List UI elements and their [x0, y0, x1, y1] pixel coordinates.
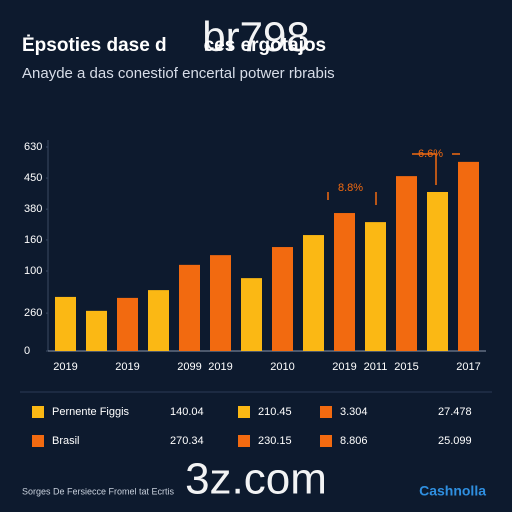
table-cell: 3.304 [340, 406, 368, 418]
bar [365, 222, 386, 351]
bar [458, 161, 479, 351]
bar [55, 296, 76, 351]
y-tick-label: 100 [24, 265, 42, 277]
table-cell: 8.806 [340, 435, 368, 447]
x-tick-label: 2017 [456, 361, 480, 373]
legend-swatch [238, 435, 250, 447]
bar [117, 297, 138, 351]
chart-title: Ėpsoties dase d ces ergotajos [22, 35, 326, 56]
x-tick-label: 2010 [270, 361, 294, 373]
x-tick-label: 2011 [364, 361, 388, 373]
annotation: 8.8% [338, 182, 363, 194]
bar [241, 278, 262, 351]
table-cell: 230.15 [258, 435, 292, 447]
watermark: 3z.com [185, 455, 327, 504]
y-tick-label: 630 [24, 141, 42, 153]
y-tick-label: 0 [24, 345, 30, 357]
bar [86, 310, 107, 351]
source: Sorges De Fersiecce Fromel tat Ecrtis [22, 486, 175, 496]
y-tick-label: 380 [24, 203, 42, 215]
chart-subtitle: Anayde a das conestiof encertal potwer r… [22, 65, 335, 82]
legend-swatch [320, 406, 332, 418]
table-cell: 140.04 [170, 406, 204, 418]
table-cell: 25.099 [438, 435, 472, 447]
table-cell: 210.45 [258, 406, 292, 418]
bar [303, 235, 324, 351]
bar [396, 176, 417, 351]
legend-label: Pernente Figgis [52, 406, 130, 418]
y-tick-label: 260 [24, 307, 42, 319]
bar [179, 264, 200, 351]
y-tick-label: 450 [24, 172, 42, 184]
bar [210, 255, 231, 351]
x-tick-label: 2019 [53, 361, 77, 373]
legend-swatch [32, 406, 44, 418]
x-tick-label: 2019 [332, 361, 356, 373]
watermark: br798 [202, 13, 309, 60]
x-tick-label: 2099 [177, 361, 201, 373]
bar [334, 213, 355, 351]
bar [148, 290, 169, 351]
annotation: 6.6% [418, 148, 443, 160]
y-tick-label: 160 [24, 234, 42, 246]
bar [272, 247, 293, 351]
table-cell: 27.478 [438, 406, 472, 418]
annotation-bracket [327, 153, 460, 205]
x-tick-label: 2019 [208, 361, 232, 373]
x-tick-label: 2019 [115, 361, 139, 373]
x-tick-label: 2015 [394, 361, 418, 373]
legend-label: Brasil [52, 435, 80, 447]
bar [427, 191, 448, 351]
table-cell: 270.34 [170, 435, 204, 447]
brand: Cashnolla [419, 483, 486, 499]
legend-swatch [238, 406, 250, 418]
legend-swatch [32, 435, 44, 447]
legend-swatch [320, 435, 332, 447]
